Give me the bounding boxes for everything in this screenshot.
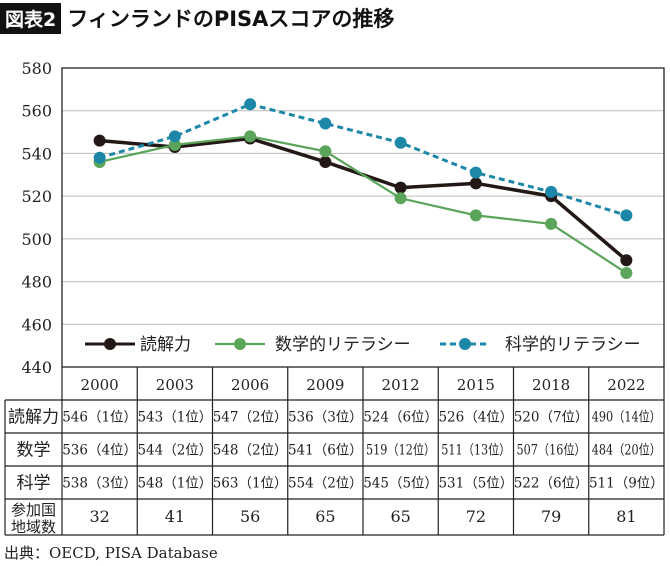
data-point [93, 151, 106, 164]
data-point [319, 155, 332, 168]
x-tick-label: 2012 [382, 376, 420, 394]
y-tick-label: 460 [21, 315, 52, 334]
y-tick-label: 520 [21, 187, 52, 206]
table-cell: 511（13位） [441, 443, 510, 459]
table-cell: 79 [541, 507, 561, 526]
table-cell: 520（7位） [514, 410, 589, 426]
figure-title: 図表2 フィンランドのPISAスコアの推移 [0, 2, 395, 34]
data-point [469, 209, 482, 222]
data-point [394, 192, 407, 205]
table-cell: 536（4位） [62, 443, 137, 459]
data-point [545, 217, 558, 230]
figure-badge: 図表2 [0, 2, 62, 34]
table-cell: 41 [165, 507, 185, 526]
data-point [620, 254, 633, 267]
data-point [168, 138, 181, 151]
x-tick-label: 2003 [156, 376, 194, 394]
table-cell: 547（2位） [213, 410, 288, 426]
legend-label: 読解力 [140, 335, 191, 355]
data-point [620, 209, 633, 222]
x-tick-label: 2006 [231, 376, 269, 394]
row-label: 地域数 [11, 518, 56, 536]
table-cell: 545（5位） [363, 476, 438, 492]
y-tick-label: 560 [21, 102, 52, 121]
table-cell: 511（9位） [589, 476, 664, 492]
data-point [93, 134, 106, 147]
legend-marker [459, 338, 471, 350]
x-tick-label: 2015 [457, 376, 495, 394]
table-cell: 548（1位） [137, 476, 212, 492]
y-tick-label: 480 [21, 273, 52, 292]
table-cell: 554（2位） [288, 476, 363, 492]
table-cell: 484（20位） [592, 443, 661, 459]
table-cell: 56 [240, 507, 260, 526]
table-cell: 65 [315, 507, 335, 526]
legend-label: 科学的リテラシー [505, 335, 641, 355]
table-cell: 519（12位） [366, 443, 435, 459]
data-point [469, 166, 482, 179]
table-cell: 490（14位） [592, 410, 661, 426]
table-cell: 563（1位） [213, 476, 288, 492]
table-cell: 544（2位） [137, 443, 212, 459]
table-cell: 526（4位） [438, 410, 513, 426]
data-point [168, 130, 181, 143]
table-cell: 32 [89, 507, 109, 526]
row-label: 読解力 [8, 408, 59, 428]
y-tick-label: 440 [21, 358, 52, 377]
data-point [244, 98, 257, 111]
data-point [469, 177, 482, 190]
table-cell: 548（2位） [213, 443, 288, 459]
y-tick-label: 500 [21, 230, 52, 249]
data-point [394, 136, 407, 149]
legend-marker [104, 338, 116, 350]
table-cell: 507（16位） [517, 443, 586, 459]
data-point [620, 267, 633, 280]
row-label: 参加国 [11, 501, 56, 519]
legend-marker [234, 338, 246, 350]
series-line [99, 102, 627, 217]
y-tick-label: 540 [21, 144, 52, 163]
data-point [319, 145, 332, 158]
source-note: 出典：OECD, PISA Database [4, 544, 218, 562]
row-label: 科学 [17, 474, 51, 494]
x-tick-label: 2009 [306, 376, 344, 394]
table-cell: 65 [390, 507, 410, 526]
data-point [244, 130, 257, 143]
table-cell: 536（3位） [288, 410, 363, 426]
x-tick-label: 2000 [81, 376, 119, 394]
table-cell: 522（6位） [514, 476, 589, 492]
table-cell: 541（6位） [288, 443, 363, 459]
y-tick-label: 580 [21, 59, 52, 78]
data-point [319, 117, 332, 130]
x-tick-label: 2022 [607, 376, 645, 394]
table-cell: 546（1位） [62, 410, 137, 426]
series-line [99, 135, 627, 274]
legend-label: 数学的リテラシー [275, 335, 411, 355]
table-cell: 72 [466, 507, 486, 526]
table-cell: 543（1位） [137, 410, 212, 426]
x-tick-label: 2018 [532, 376, 570, 394]
table-cell: 524（6位） [363, 410, 438, 426]
table-cell: 531（5位） [438, 476, 513, 492]
data-point [545, 185, 558, 198]
row-label: 数学 [17, 441, 51, 461]
table-cell: 538（3位） [62, 476, 137, 492]
title-text: フィンランドのPISAスコアの推移 [67, 7, 395, 31]
table-cell: 81 [616, 507, 636, 526]
data-point [394, 181, 407, 194]
